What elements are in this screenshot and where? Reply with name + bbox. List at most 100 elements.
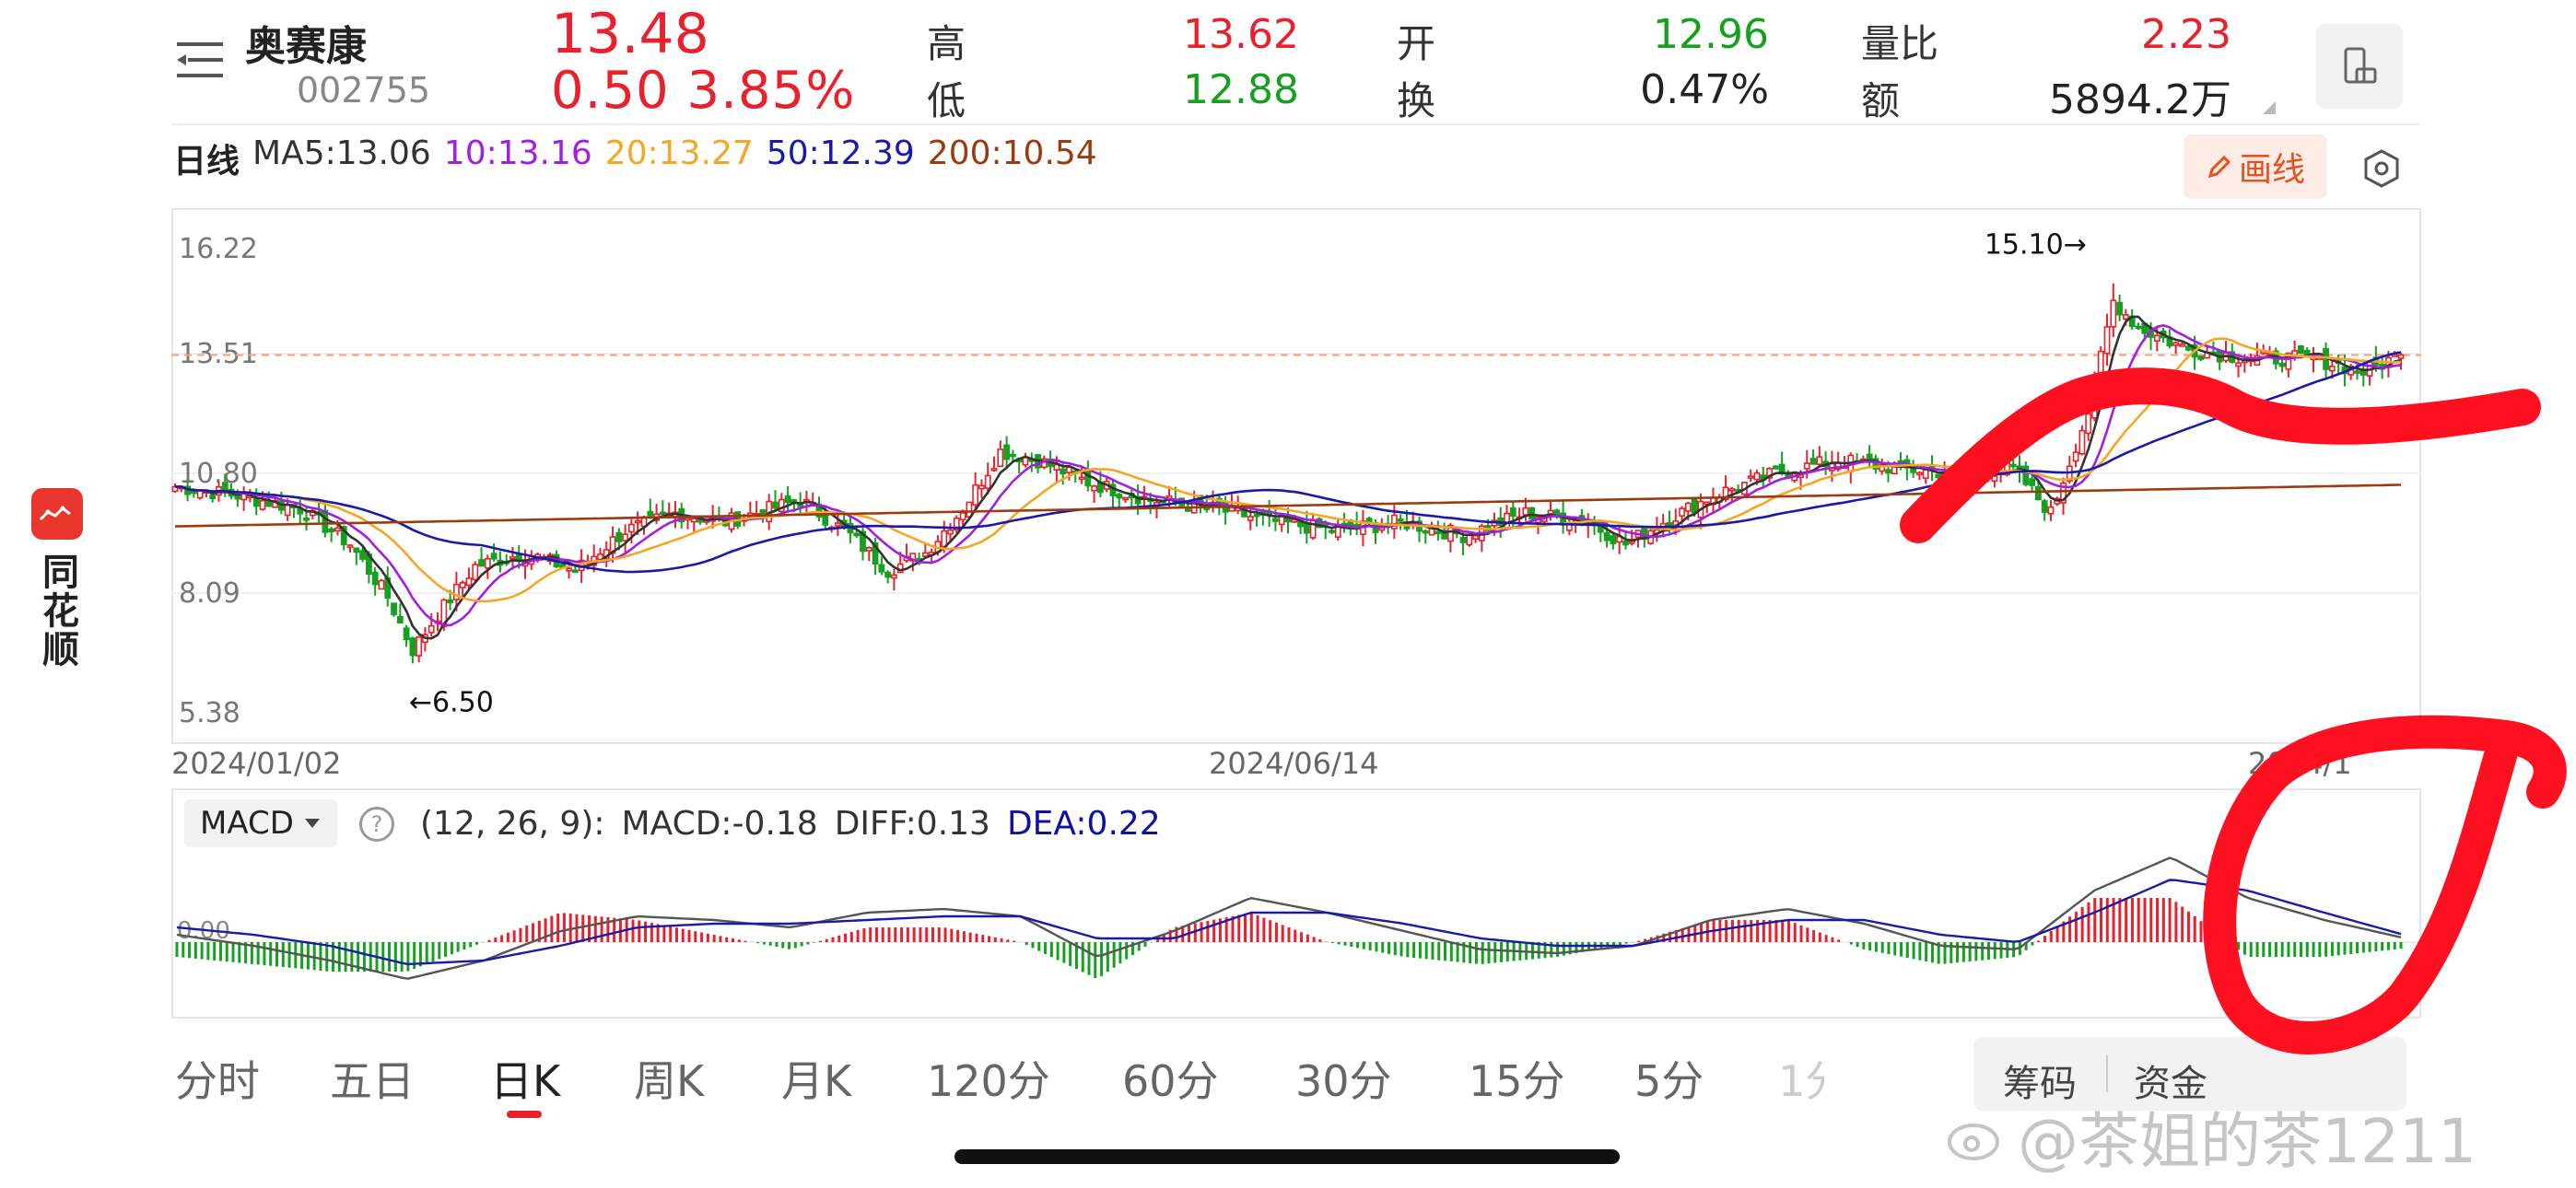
candle-body bbox=[978, 484, 985, 490]
candle-body bbox=[1622, 540, 1629, 546]
candle-body bbox=[1991, 475, 1998, 483]
dea-value: DEA:0.22 bbox=[1006, 805, 1161, 843]
candle-body bbox=[2328, 366, 2336, 372]
candle-body bbox=[1022, 456, 1029, 466]
candle-body bbox=[346, 544, 354, 548]
expand-corner-icon[interactable] bbox=[2263, 101, 2276, 114]
candle-body bbox=[1722, 486, 1729, 501]
app-badge: 同花顺 bbox=[28, 488, 87, 669]
menu-icon[interactable] bbox=[175, 39, 225, 81]
candle-body bbox=[566, 567, 572, 572]
tab-funds[interactable]: 资金 bbox=[2134, 1063, 2207, 1105]
macd-value: MACD:-0.18 bbox=[621, 805, 818, 843]
candle-body bbox=[1704, 501, 1711, 506]
period-label: 日线 bbox=[173, 143, 240, 181]
landscape-toggle-button[interactable] bbox=[2316, 24, 2403, 109]
tab-weekly-k[interactable]: 周K bbox=[634, 1056, 705, 1106]
candle-body bbox=[2085, 413, 2092, 435]
side-tabs: 筹码 资金 bbox=[1973, 1037, 2406, 1111]
candle-body bbox=[1329, 530, 1335, 533]
tab-five-day[interactable]: 五日 bbox=[330, 1056, 415, 1106]
candle-body bbox=[878, 564, 885, 573]
tab-intraday[interactable]: 分时 bbox=[175, 1056, 260, 1106]
candle-body bbox=[1603, 531, 1610, 542]
candle-body bbox=[1009, 453, 1016, 458]
tab-120min[interactable]: 120分 bbox=[927, 1056, 1050, 1106]
draw-line-label: 画线 bbox=[2238, 151, 2305, 189]
tab-15min[interactable]: 15分 bbox=[1469, 1056, 1565, 1106]
chart-settings-button[interactable] bbox=[2359, 146, 2405, 192]
candle-body bbox=[2359, 370, 2367, 376]
candle-body bbox=[409, 637, 416, 657]
candle-body bbox=[359, 550, 366, 560]
candle-body bbox=[1390, 514, 1398, 530]
candle-body bbox=[2041, 500, 2048, 513]
open-label: 开 bbox=[1397, 21, 1436, 66]
candle-body bbox=[2153, 334, 2160, 342]
candle-body bbox=[1309, 518, 1317, 539]
candle-body bbox=[1916, 472, 1923, 476]
tab-1min[interactable]: 1分 bbox=[1778, 1056, 1824, 1106]
candle-body bbox=[1509, 507, 1516, 518]
candle-body bbox=[378, 579, 385, 590]
candle-body bbox=[834, 522, 841, 527]
high-annotation: 15.10→ bbox=[1985, 229, 2087, 262]
tab-60min[interactable]: 60分 bbox=[1122, 1056, 1219, 1106]
candle-body bbox=[2354, 370, 2360, 374]
candle-body bbox=[797, 504, 804, 507]
candle-body bbox=[259, 499, 266, 510]
candle-body bbox=[947, 529, 954, 535]
candle-body bbox=[860, 530, 866, 553]
ma50-label: 50:12.39 bbox=[766, 134, 915, 172]
candle-body bbox=[265, 500, 273, 507]
candle-body bbox=[1272, 518, 1279, 522]
candle-body bbox=[2110, 299, 2117, 328]
candle-body bbox=[1772, 465, 1779, 470]
candle-body bbox=[1316, 518, 1323, 529]
candle-body bbox=[2179, 344, 2185, 347]
ma20-label: 20:13.27 bbox=[604, 134, 754, 172]
candle-body bbox=[1522, 507, 1529, 516]
candle-body bbox=[984, 474, 991, 489]
candle-body bbox=[452, 583, 460, 600]
help-icon[interactable]: ? bbox=[359, 807, 394, 842]
tab-daily-k[interactable]: 日K bbox=[490, 1056, 561, 1106]
quote-header: 奥赛康 002755 13.48 0.50 3.85% 高 13.62 低 12… bbox=[171, 0, 2429, 123]
candle-body bbox=[353, 547, 360, 553]
candle-body bbox=[1872, 458, 1879, 470]
candle-body bbox=[322, 509, 329, 533]
candle-body bbox=[2235, 362, 2242, 367]
candle-body bbox=[1691, 498, 1698, 514]
candle-body bbox=[2034, 485, 2042, 500]
tab-monthly-k[interactable]: 月K bbox=[781, 1056, 852, 1106]
tab-5min[interactable]: 5分 bbox=[1634, 1056, 1704, 1106]
x-label-end: 2024/1 bbox=[2248, 746, 2352, 781]
tab-chips[interactable]: 筹码 bbox=[2003, 1063, 2077, 1105]
candle-body bbox=[1185, 508, 1191, 512]
candle-body bbox=[2022, 465, 2030, 485]
candle-body bbox=[990, 467, 998, 472]
candle-body bbox=[865, 546, 872, 552]
high-label: 高 bbox=[927, 21, 966, 66]
candle-body bbox=[1941, 472, 1948, 481]
indicator-select[interactable]: MACD bbox=[184, 799, 337, 847]
candle-body bbox=[1253, 513, 1260, 518]
candle-body bbox=[478, 559, 485, 567]
candle-body bbox=[1122, 496, 1129, 501]
candle-body bbox=[1441, 530, 1448, 540]
tab-30min[interactable]: 30分 bbox=[1295, 1056, 1392, 1106]
draw-line-button[interactable]: 画线 bbox=[2184, 134, 2327, 199]
candle-body bbox=[941, 530, 948, 548]
candle-body bbox=[2097, 350, 2104, 379]
y-tick-label: 16.22 bbox=[179, 233, 258, 265]
candle-body bbox=[1922, 469, 1929, 480]
candle-body bbox=[465, 577, 473, 587]
ma-legend: 日线 MA5:13.06 10:13.16 20:13.27 50:12.39 … bbox=[173, 134, 1097, 182]
candle-body bbox=[1935, 473, 1942, 479]
amount-label: 额 bbox=[1861, 78, 1901, 123]
x-label-mid: 2024/06/14 bbox=[1209, 746, 1379, 781]
candle-body bbox=[209, 495, 217, 500]
volume-ratio-value: 2.23 bbox=[2141, 11, 2231, 58]
candle-body bbox=[1397, 518, 1404, 522]
